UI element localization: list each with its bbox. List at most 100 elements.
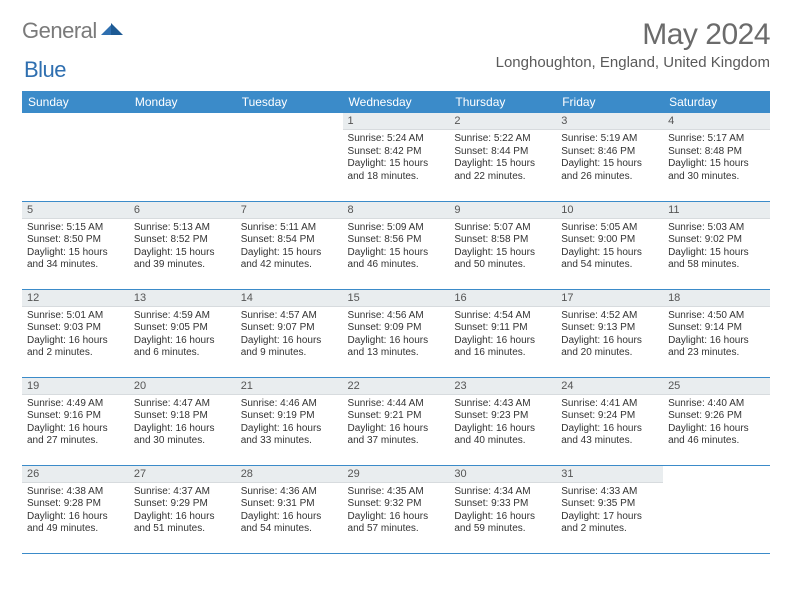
- weekday-header-row: SundayMondayTuesdayWednesdayThursdayFrid…: [22, 91, 770, 113]
- sunrise-line: Sunrise: 4:41 AM: [561, 398, 658, 411]
- day-details: Sunrise: 4:57 AMSunset: 9:07 PMDaylight:…: [236, 307, 343, 364]
- sunset-line: Sunset: 8:52 PM: [134, 234, 231, 247]
- day-details: Sunrise: 4:43 AMSunset: 9:23 PMDaylight:…: [449, 395, 556, 452]
- sunrise-line: Sunrise: 4:44 AM: [348, 398, 445, 411]
- calendar-day-cell: 4Sunrise: 5:17 AMSunset: 8:48 PMDaylight…: [663, 113, 770, 201]
- calendar-day-cell: 21Sunrise: 4:46 AMSunset: 9:19 PMDayligh…: [236, 377, 343, 465]
- calendar-day-cell: 8Sunrise: 5:09 AMSunset: 8:56 PMDaylight…: [343, 201, 450, 289]
- day-details: Sunrise: 5:03 AMSunset: 9:02 PMDaylight:…: [663, 219, 770, 276]
- day-number: 16: [449, 290, 556, 307]
- weekday-header: Saturday: [663, 91, 770, 113]
- sunset-line: Sunset: 8:44 PM: [454, 146, 551, 159]
- day-details: Sunrise: 4:59 AMSunset: 9:05 PMDaylight:…: [129, 307, 236, 364]
- calendar-day-cell: 26Sunrise: 4:38 AMSunset: 9:28 PMDayligh…: [22, 465, 129, 553]
- calendar-day-cell: 29Sunrise: 4:35 AMSunset: 9:32 PMDayligh…: [343, 465, 450, 553]
- day-number: 26: [22, 466, 129, 483]
- sunset-line: Sunset: 9:29 PM: [134, 498, 231, 511]
- day-number: 5: [22, 202, 129, 219]
- daylight-line: Daylight: 16 hours and 49 minutes.: [27, 511, 124, 536]
- day-details: Sunrise: 4:36 AMSunset: 9:31 PMDaylight:…: [236, 483, 343, 540]
- daylight-line: Daylight: 15 hours and 18 minutes.: [348, 158, 445, 183]
- sunset-line: Sunset: 8:58 PM: [454, 234, 551, 247]
- sunrise-line: Sunrise: 4:46 AM: [241, 398, 338, 411]
- calendar-day-cell: 19Sunrise: 4:49 AMSunset: 9:16 PMDayligh…: [22, 377, 129, 465]
- sunrise-line: Sunrise: 5:17 AM: [668, 133, 765, 146]
- sunrise-line: Sunrise: 4:59 AM: [134, 310, 231, 323]
- daylight-line: Daylight: 15 hours and 54 minutes.: [561, 247, 658, 272]
- day-number: 8: [343, 202, 450, 219]
- sunrise-line: Sunrise: 4:52 AM: [561, 310, 658, 323]
- sunset-line: Sunset: 9:00 PM: [561, 234, 658, 247]
- sunset-line: Sunset: 8:48 PM: [668, 146, 765, 159]
- day-number: 20: [129, 378, 236, 395]
- calendar-day-cell: [663, 465, 770, 553]
- day-details: Sunrise: 5:19 AMSunset: 8:46 PMDaylight:…: [556, 130, 663, 187]
- sunrise-line: Sunrise: 5:13 AM: [134, 222, 231, 235]
- daylight-line: Daylight: 16 hours and 6 minutes.: [134, 335, 231, 360]
- sunset-line: Sunset: 9:33 PM: [454, 498, 551, 511]
- day-number: 6: [129, 202, 236, 219]
- day-details: Sunrise: 5:05 AMSunset: 9:00 PMDaylight:…: [556, 219, 663, 276]
- sunrise-line: Sunrise: 5:22 AM: [454, 133, 551, 146]
- calendar-day-cell: 5Sunrise: 5:15 AMSunset: 8:50 PMDaylight…: [22, 201, 129, 289]
- daylight-line: Daylight: 16 hours and 20 minutes.: [561, 335, 658, 360]
- day-details: Sunrise: 4:52 AMSunset: 9:13 PMDaylight:…: [556, 307, 663, 364]
- day-number: 4: [663, 113, 770, 130]
- sunrise-line: Sunrise: 4:54 AM: [454, 310, 551, 323]
- day-details: Sunrise: 4:54 AMSunset: 9:11 PMDaylight:…: [449, 307, 556, 364]
- day-number: 24: [556, 378, 663, 395]
- calendar-day-cell: 17Sunrise: 4:52 AMSunset: 9:13 PMDayligh…: [556, 289, 663, 377]
- sunrise-line: Sunrise: 4:38 AM: [27, 486, 124, 499]
- daylight-line: Daylight: 15 hours and 50 minutes.: [454, 247, 551, 272]
- location-subtitle: Longhoughton, England, United Kingdom: [496, 54, 770, 71]
- sunrise-line: Sunrise: 5:01 AM: [27, 310, 124, 323]
- day-details: Sunrise: 4:50 AMSunset: 9:14 PMDaylight:…: [663, 307, 770, 364]
- sunset-line: Sunset: 9:02 PM: [668, 234, 765, 247]
- day-number: 13: [129, 290, 236, 307]
- day-details: Sunrise: 5:22 AMSunset: 8:44 PMDaylight:…: [449, 130, 556, 187]
- weekday-header: Wednesday: [343, 91, 450, 113]
- daylight-line: Daylight: 16 hours and 59 minutes.: [454, 511, 551, 536]
- sunrise-line: Sunrise: 5:19 AM: [561, 133, 658, 146]
- calendar-day-cell: [236, 113, 343, 201]
- day-details: Sunrise: 5:17 AMSunset: 8:48 PMDaylight:…: [663, 130, 770, 187]
- day-number: 23: [449, 378, 556, 395]
- title-block: May 2024 Longhoughton, England, United K…: [496, 18, 770, 71]
- sunset-line: Sunset: 9:05 PM: [134, 322, 231, 335]
- sunrise-line: Sunrise: 4:43 AM: [454, 398, 551, 411]
- calendar-day-cell: 10Sunrise: 5:05 AMSunset: 9:00 PMDayligh…: [556, 201, 663, 289]
- sunrise-line: Sunrise: 4:34 AM: [454, 486, 551, 499]
- calendar-week-row: 12Sunrise: 5:01 AMSunset: 9:03 PMDayligh…: [22, 289, 770, 377]
- sunrise-line: Sunrise: 4:49 AM: [27, 398, 124, 411]
- sunset-line: Sunset: 8:46 PM: [561, 146, 658, 159]
- day-details: Sunrise: 4:56 AMSunset: 9:09 PMDaylight:…: [343, 307, 450, 364]
- calendar-day-cell: 1Sunrise: 5:24 AMSunset: 8:42 PMDaylight…: [343, 113, 450, 201]
- sunrise-line: Sunrise: 4:50 AM: [668, 310, 765, 323]
- daylight-line: Daylight: 16 hours and 2 minutes.: [27, 335, 124, 360]
- sunrise-line: Sunrise: 4:36 AM: [241, 486, 338, 499]
- calendar-day-cell: 3Sunrise: 5:19 AMSunset: 8:46 PMDaylight…: [556, 113, 663, 201]
- sunrise-line: Sunrise: 5:05 AM: [561, 222, 658, 235]
- day-number: 25: [663, 378, 770, 395]
- weekday-header: Monday: [129, 91, 236, 113]
- sunrise-line: Sunrise: 4:35 AM: [348, 486, 445, 499]
- day-number: 12: [22, 290, 129, 307]
- calendar-week-row: 26Sunrise: 4:38 AMSunset: 9:28 PMDayligh…: [22, 465, 770, 553]
- day-number: 29: [343, 466, 450, 483]
- day-details: Sunrise: 4:37 AMSunset: 9:29 PMDaylight:…: [129, 483, 236, 540]
- daylight-line: Daylight: 16 hours and 16 minutes.: [454, 335, 551, 360]
- calendar-day-cell: [129, 113, 236, 201]
- day-number: 27: [129, 466, 236, 483]
- sunset-line: Sunset: 9:09 PM: [348, 322, 445, 335]
- daylight-line: Daylight: 16 hours and 51 minutes.: [134, 511, 231, 536]
- daylight-line: Daylight: 16 hours and 27 minutes.: [27, 423, 124, 448]
- day-number: 31: [556, 466, 663, 483]
- calendar-day-cell: 16Sunrise: 4:54 AMSunset: 9:11 PMDayligh…: [449, 289, 556, 377]
- sunset-line: Sunset: 8:54 PM: [241, 234, 338, 247]
- daylight-line: Daylight: 15 hours and 46 minutes.: [348, 247, 445, 272]
- brand-part1: General: [22, 18, 97, 44]
- brand-part2: Blue: [24, 57, 66, 82]
- day-details: Sunrise: 4:34 AMSunset: 9:33 PMDaylight:…: [449, 483, 556, 540]
- sunrise-line: Sunrise: 5:03 AM: [668, 222, 765, 235]
- calendar-day-cell: 25Sunrise: 4:40 AMSunset: 9:26 PMDayligh…: [663, 377, 770, 465]
